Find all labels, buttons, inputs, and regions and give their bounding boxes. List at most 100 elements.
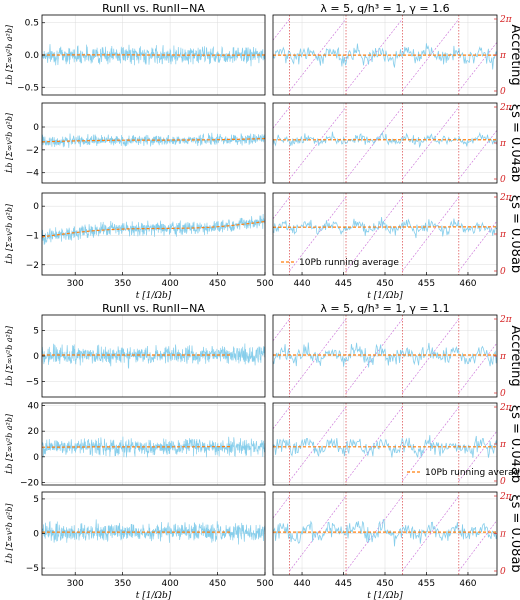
x-tick-label: 450 [376,279,393,289]
chart-title-right: λ = 5, q/h³ = 1, γ = 1.6 [320,2,449,15]
phase-tick-label: 0 [500,477,506,487]
y-tick-label: −1 [26,231,39,241]
phase-tick-label: π [499,352,507,362]
left-panel [41,491,266,576]
running-average-line [41,138,266,143]
y-axis-label: Lb [Σ∞v²b a²b] [5,24,14,86]
x-tick-label: 440 [293,579,310,589]
x-tick-label: 400 [162,279,179,289]
phase-sawtooth [272,106,290,129]
x-axis-label: t [1/Ωb] [367,591,403,600]
phase-tick-label: 0 [500,87,506,97]
y-tick-label: −4 [26,169,40,179]
y-tick-label: 0.5 [25,19,39,29]
signal-series [41,132,266,148]
chart-title-right: λ = 5, q/h³ = 1, γ = 1.1 [320,302,449,315]
left-panel-frame [41,402,266,486]
chart-title-left: RunII vs. RunII−NA [102,302,205,315]
right-panel [272,491,498,576]
y-axis-label: L̇b [Σ∞v²b a²b] [5,325,14,387]
x-axis-label: t [1/Ωb] [136,591,172,600]
y-axis-label: L̇b [Σ∞v²b a²b] [5,503,14,565]
left-panel-frame [41,192,266,276]
chart-title-left: RunII vs. RunII−NA [102,2,205,15]
phase-tick-label: 2π [499,103,513,113]
phase-tick-label: π [499,530,507,540]
phase-tick-label: 0 [500,175,506,185]
phase-tick-label: 0 [500,567,506,577]
phase-sawtooth [345,196,403,272]
left-panel [41,192,266,276]
phase-tick-label: 2π [499,403,513,413]
y-tick-label: −5 [26,564,39,574]
row-label: ξs = 0.08ab [508,494,520,572]
phase-sawtooth [272,196,290,219]
phase-tick-label: 0 [500,267,506,277]
running-average-line [41,220,266,238]
y-tick-label: 0 [33,530,39,540]
legend-label: 10Pb running average [299,258,399,268]
phase-sawtooth [272,495,290,519]
x-tick-label: 440 [293,279,310,289]
legend-label: 10Pb running average [425,468,520,478]
y-tick-label: 0 [33,202,39,212]
phase-sawtooth [272,406,290,429]
y-tick-label: 20 [28,427,40,437]
x-tick-label: 350 [114,279,131,289]
y-tick-label: 0 [33,453,39,463]
right-panel [272,402,498,486]
y-tick-label: 5 [33,495,39,505]
signal-series [41,436,266,458]
left-panel [41,102,266,184]
signal-series [41,519,266,545]
y-tick-label: −20 [20,478,39,488]
phase-tick-label: 2π [499,15,513,25]
left-panel [41,14,266,96]
signal-series [41,343,266,370]
x-tick-label: 450 [209,579,226,589]
y-tick-label: 5 [33,326,39,336]
y-tick-label: −5 [26,378,39,388]
x-tick-label: 500 [256,579,273,589]
signal-series [41,213,266,245]
phase-tick-label: π [499,139,507,149]
phase-sawtooth [272,18,290,41]
x-axis-label: t [1/Ωb] [367,291,403,301]
x-tick-label: 300 [67,279,84,289]
left-panel [41,314,266,398]
y-axis-label: L̇b [Σ∞v²b a²b] [5,413,14,475]
phase-sawtooth [289,106,347,180]
y-axis-label: L̇b [Σ∞v²b a²b] [5,112,14,174]
x-tick-label: 460 [459,579,476,589]
phase-sawtooth [289,495,347,572]
right-panel [272,102,498,184]
row-label: ξs = 0.04ab [508,104,520,182]
left-panel [41,402,266,486]
y-tick-label: 0 [33,352,39,362]
phase-tick-label: π [499,51,507,61]
phase-sawtooth [402,196,460,272]
x-tick-label: 350 [114,579,131,589]
x-tick-label: 450 [376,579,393,589]
x-tick-label: 445 [335,579,352,589]
phase-sawtooth [289,406,347,482]
y-tick-label: −0.5 [17,83,39,93]
phase-sawtooth [458,520,498,572]
phase-tick-label: π [499,230,507,240]
x-tick-label: 450 [209,279,226,289]
x-tick-label: 445 [335,279,352,289]
right-panel [272,14,498,96]
row-label: Accreting [508,24,520,85]
phase-sawtooth [402,106,460,180]
row-label: ξs = 0.04ab [508,405,520,483]
row-label: ξs = 0.08ab [508,195,520,273]
x-tick-label: 455 [418,579,435,589]
y-tick-label: 0.0 [25,51,40,61]
y-axis-label: L̇b [Σ∞v²b a²b] [5,203,14,265]
phase-tick-label: 2π [499,193,513,203]
phase-sawtooth [458,42,498,92]
running-average-line [42,446,232,448]
row-label: Accreting [508,325,520,386]
y-tick-label: 0 [33,123,39,133]
x-tick-label: 400 [162,579,179,589]
